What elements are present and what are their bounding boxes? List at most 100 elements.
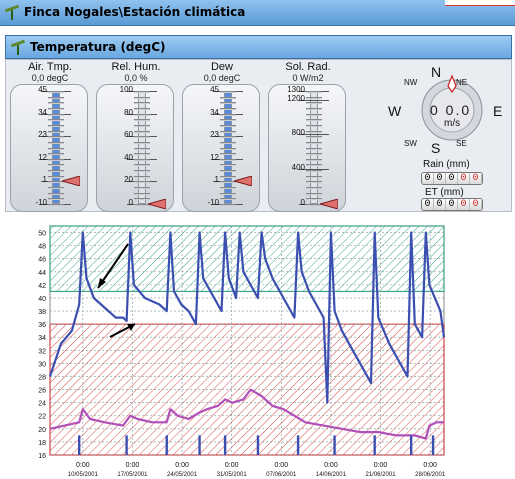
gauge-tick-label: 12 bbox=[38, 152, 47, 162]
x-date-label: 21/06/2001 bbox=[366, 472, 397, 478]
x-time-label: 0:00 bbox=[76, 462, 90, 469]
gauge-2: Dew 0,0 degC 45 34 23 12 1 -10 bbox=[180, 60, 264, 212]
compass-w: W bbox=[388, 103, 402, 119]
gauge-pointer-icon[interactable] bbox=[148, 199, 166, 209]
compass-ne: NE bbox=[456, 78, 468, 87]
gauge-minor-tick bbox=[48, 141, 64, 144]
x-date-label: 07/06/2001 bbox=[266, 472, 297, 478]
gauge-tick-label: 0 bbox=[128, 198, 133, 207]
gauge-minor-tick bbox=[134, 181, 150, 184]
x-date-label: 17/05/2001 bbox=[117, 472, 148, 478]
gauge-minor-tick bbox=[220, 198, 236, 201]
gauge-minor-tick bbox=[134, 124, 150, 127]
gauge-minor-tick bbox=[306, 124, 322, 127]
gauge-minor-tick bbox=[306, 181, 322, 184]
gauge-minor-tick bbox=[306, 130, 322, 133]
et-label: ET (mm) bbox=[425, 187, 464, 198]
gauge-label: Sol. Rad. bbox=[285, 61, 331, 73]
gauge-minor-tick bbox=[48, 192, 64, 195]
gauge-minor-tick bbox=[134, 102, 150, 105]
y-tick-label: 18 bbox=[38, 440, 46, 447]
gauge-minor-tick bbox=[306, 136, 322, 139]
gauge-label: Air. Tmp. bbox=[28, 61, 72, 73]
compass-rose-icon bbox=[421, 74, 483, 141]
gauge-minor-tick bbox=[220, 136, 236, 139]
gauge-minor-tick bbox=[48, 158, 64, 161]
gauge-minor-tick bbox=[48, 107, 64, 110]
gauge-tick-label: 34 bbox=[38, 107, 47, 117]
gauge-minor-tick bbox=[48, 187, 64, 190]
gauge-minor-tick bbox=[306, 198, 322, 201]
gauge-minor-tick bbox=[134, 164, 150, 167]
gauge-pointer-icon[interactable] bbox=[62, 176, 80, 187]
gauge-tick-label: 12 bbox=[210, 152, 219, 162]
windmill-icon bbox=[4, 4, 20, 21]
gauge-minor-tick bbox=[220, 204, 236, 206]
gauge-tick-label: -10 bbox=[207, 198, 219, 207]
rain-label: Rain (mm) bbox=[423, 159, 470, 170]
rain-digit: 0 bbox=[434, 173, 446, 184]
x-date-label: 14/06/2001 bbox=[316, 472, 347, 478]
gauge-minor-tick bbox=[134, 119, 150, 122]
series-line-0 bbox=[48, 231, 446, 404]
window-titlebar: Finca Nogales\Estación climática bbox=[0, 0, 515, 26]
gauge-minor-tick bbox=[220, 91, 236, 93]
gauge-minor-tick bbox=[134, 147, 150, 150]
gauge-pointer-icon[interactable] bbox=[320, 199, 338, 209]
gauge-tick-label: 100 bbox=[119, 85, 133, 94]
gauge-value: 0 W/m2 bbox=[292, 73, 324, 83]
wind-unit: m/s bbox=[444, 118, 461, 129]
gauge-minor-tick bbox=[48, 113, 64, 116]
gauge-minor-tick bbox=[48, 96, 64, 99]
gauge-minor-tick bbox=[220, 102, 236, 105]
compass-s: S bbox=[431, 140, 441, 156]
gauge-minor-tick bbox=[48, 136, 64, 139]
y-tick-label: 28 bbox=[38, 374, 46, 381]
gauge-minor-tick bbox=[48, 124, 64, 127]
gauge-value: 0,0 degC bbox=[203, 73, 241, 83]
gauge-minor-tick bbox=[48, 119, 64, 122]
gauge-minor-tick bbox=[134, 192, 150, 195]
compass-nw: NW bbox=[404, 78, 418, 87]
section-title: Temperatura (degC) bbox=[30, 40, 166, 54]
gauge-minor-tick bbox=[134, 204, 150, 206]
wind-compass: N NE E SE S SW W NW 0 0.0 m/s bbox=[388, 62, 506, 156]
gauge-minor-tick bbox=[48, 153, 64, 156]
arrow-lower-head bbox=[127, 324, 135, 331]
gauge-1: Rel. Hum. 0,0 % 100 80 60 40 20 0 bbox=[94, 60, 178, 212]
gauge-tick-label: 60 bbox=[124, 130, 133, 140]
wind-speed: 0 0.0 bbox=[430, 102, 472, 118]
y-tick-label: 34 bbox=[38, 335, 46, 342]
gauge-tick-label: -10 bbox=[35, 198, 47, 207]
gauge-minor-tick bbox=[134, 113, 150, 116]
gauge-minor-tick bbox=[48, 91, 64, 93]
gauge-minor-tick bbox=[134, 91, 150, 93]
rain-digit: 0 bbox=[446, 173, 458, 184]
gauge-minor-tick bbox=[134, 136, 150, 139]
gauge-minor-tick bbox=[220, 119, 236, 122]
y-tick-label: 22 bbox=[38, 414, 46, 421]
gauge-minor-tick bbox=[48, 130, 64, 133]
gauge-tick-label: 34 bbox=[210, 107, 219, 117]
gauge-minor-tick bbox=[220, 175, 236, 178]
et-digit: 0 bbox=[446, 199, 458, 210]
gauge-tick-label: 1200 bbox=[287, 93, 305, 103]
gauge-minor-tick bbox=[306, 113, 322, 116]
gauge-minor-tick bbox=[134, 198, 150, 201]
gauge-tick-label: 800 bbox=[291, 128, 305, 138]
gauge-panel: Air. Tmp. 0,0 degC 45 34 23 12 1 -10 Rel. Hum. 0,… bbox=[5, 59, 512, 212]
annotation-arrows bbox=[97, 243, 136, 338]
gauge-minor-tick bbox=[220, 153, 236, 156]
series-line-1 bbox=[49, 388, 444, 440]
gauge-minor-tick bbox=[306, 153, 322, 156]
gauge-3: Sol. Rad. 0 W/m2 1300 1200 800 400 0 bbox=[266, 60, 350, 212]
compass-n: N bbox=[431, 64, 442, 80]
gauge-pointer-icon[interactable] bbox=[234, 176, 252, 187]
gauge-minor-tick bbox=[220, 96, 236, 99]
section-header[interactable]: Temperatura (degC) bbox=[5, 35, 512, 59]
gauge-tick: 800 bbox=[292, 128, 329, 137]
y-tick-label: 42 bbox=[38, 283, 46, 290]
et-digit: 0 bbox=[458, 199, 470, 210]
y-tick-label: 16 bbox=[38, 453, 46, 460]
titlebar-accent bbox=[445, 0, 515, 6]
